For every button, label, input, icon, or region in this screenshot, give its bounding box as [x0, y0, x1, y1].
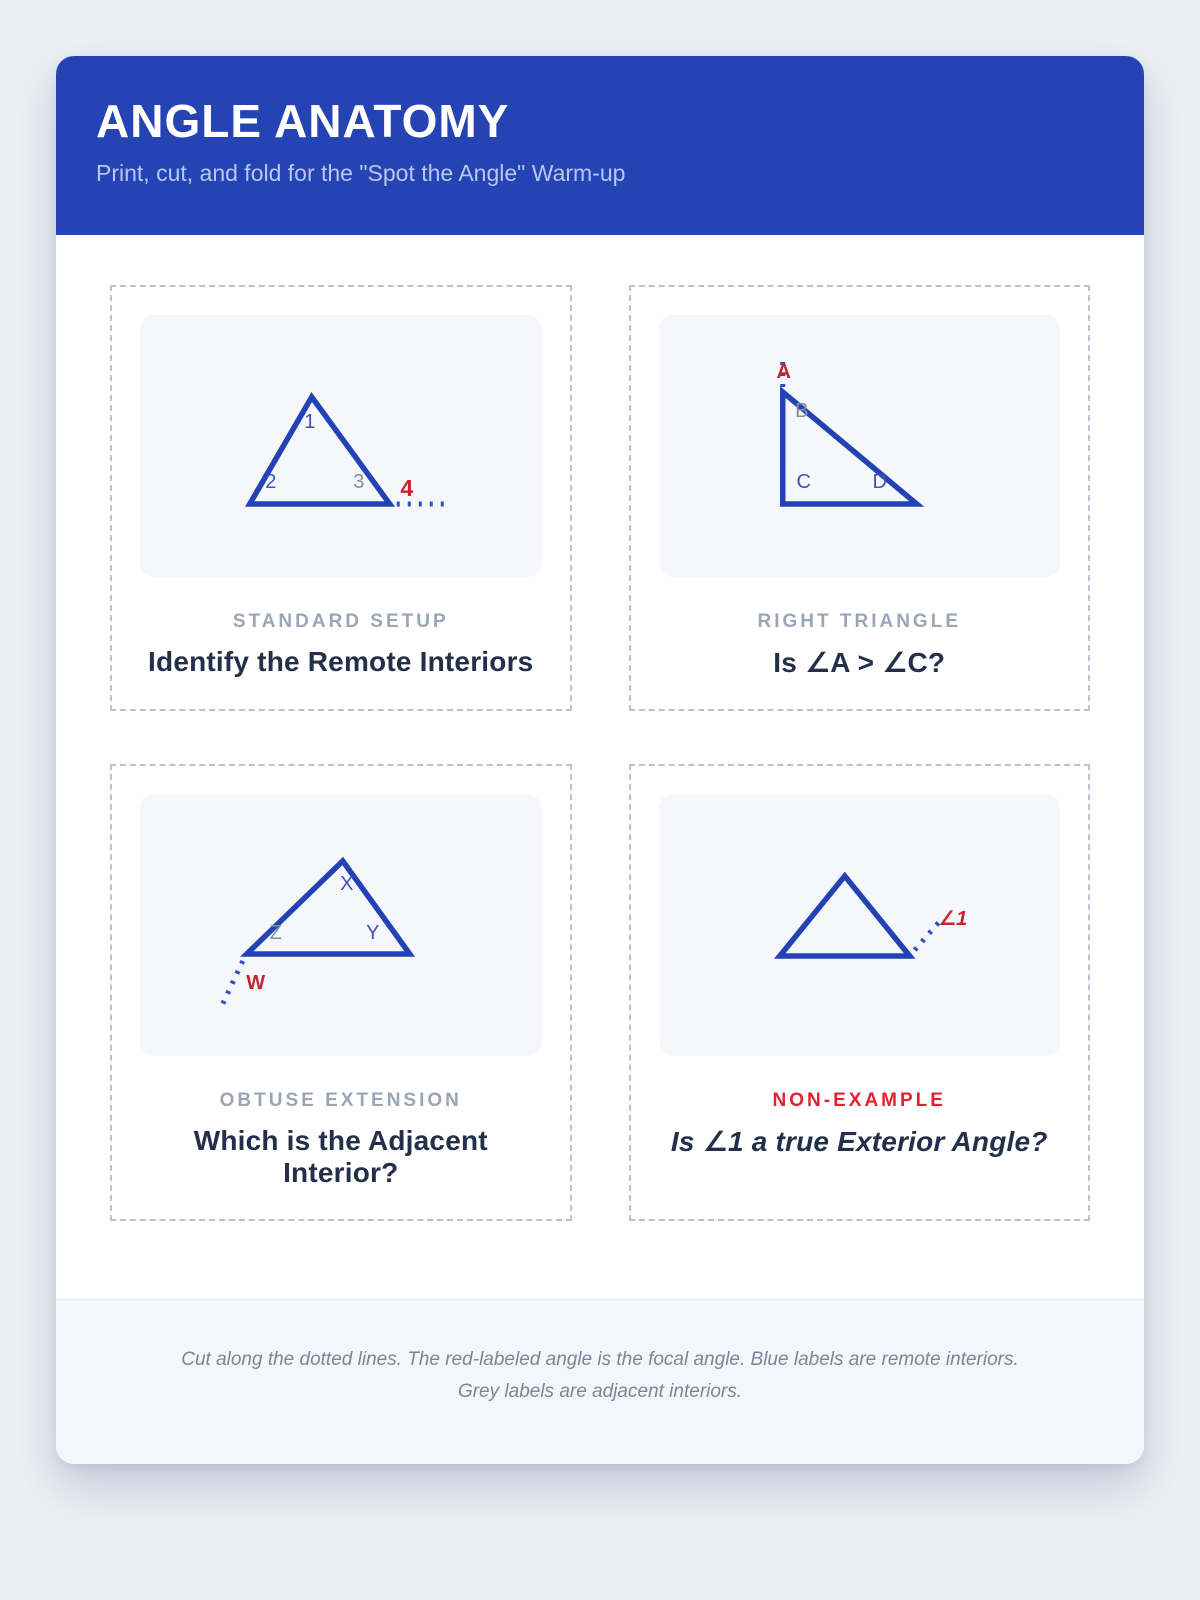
footer-line-2: Grey labels are adjacent interiors. — [457, 1380, 743, 1402]
tile-question: Identify the Remote Interiors — [148, 645, 534, 677]
triangle-svg: AB C D — [776, 354, 924, 507]
angle-label-focal: A — [776, 361, 790, 383]
worksheet-tile: 1 2 3 4 STANDARD SETUP Identify the Remote … — [110, 284, 572, 711]
triangle-diagram: X Y Z W — [140, 793, 542, 1056]
angle-label-remote: Y — [366, 922, 379, 944]
triangle-svg: ∠1 — [773, 871, 967, 959]
tile-caption: OBTUSE EXTENSION — [219, 1089, 462, 1111]
triangle-shape — [779, 385, 924, 507]
worksheet-tile: ∠1 NON-EXAMPLE Is ∠1 a true Exterior Ang… — [628, 763, 1090, 1221]
card-grid: 1 2 3 4 STANDARD SETUP Identify the Remote … — [56, 234, 1144, 1299]
angle-label-focal: W — [246, 972, 265, 994]
triangle-shape — [244, 391, 396, 507]
footer-instructions: Cut along the dotted lines. The red-labe… — [126, 1344, 1074, 1409]
triangle-diagram: ∠1 — [658, 793, 1060, 1056]
extension-ray-dotted — [219, 959, 246, 1007]
page-title: ANGLE ANATOMY — [96, 95, 510, 147]
footer-line-1: Cut along the dotted lines. The red-labe… — [181, 1348, 1019, 1370]
tile-caption: RIGHT TRIANGLE — [757, 610, 961, 632]
angle-label-remote: D — [872, 471, 886, 493]
worksheet-footer: Cut along the dotted lines. The red-labe… — [56, 1298, 1144, 1465]
angle-label-adjacent: 3 — [353, 471, 364, 493]
worksheet-card: ANGLE ANATOMY Print, cut, and fold for t… — [56, 56, 1144, 1465]
tile-question: Is ∠1 a true Exterior Angle? — [670, 1125, 1048, 1157]
triangle-shape — [239, 856, 416, 957]
worksheet-header: ANGLE ANATOMY Print, cut, and fold for t… — [56, 56, 1144, 235]
angle-label-adjacent: Z — [270, 922, 282, 944]
tile-caption: STANDARD SETUP — [232, 610, 449, 632]
extension-ray-dotted — [912, 917, 943, 952]
triangle-svg: X Y Z W — [219, 856, 416, 1007]
angle-label-adjacent: B — [795, 400, 808, 422]
triangle-svg: 1 2 3 4 — [244, 391, 448, 507]
angle-label-remote: 2 — [265, 471, 276, 493]
triangle-diagram: 1 2 3 4 — [140, 314, 542, 577]
angle-label-remote: C — [796, 471, 810, 493]
tile-caption: NON-EXAMPLE — [772, 1089, 946, 1111]
angle-label-focal: ∠1 — [938, 908, 967, 930]
tile-question: Is ∠A > ∠C? — [773, 646, 946, 678]
angle-label-remote: 1 — [304, 411, 315, 433]
tile-question: Which is the Adjacent Interior? — [193, 1124, 488, 1188]
page-subtitle: Print, cut, and fold for the "Spot the A… — [96, 159, 626, 186]
worksheet-tile: X Y Z W OBTUSE EXTENSION Which is the Adjac… — [110, 763, 572, 1221]
angle-label-focal: 4 — [400, 475, 413, 501]
triangle-shape — [773, 871, 916, 959]
angle-label-remote: X — [340, 873, 353, 895]
